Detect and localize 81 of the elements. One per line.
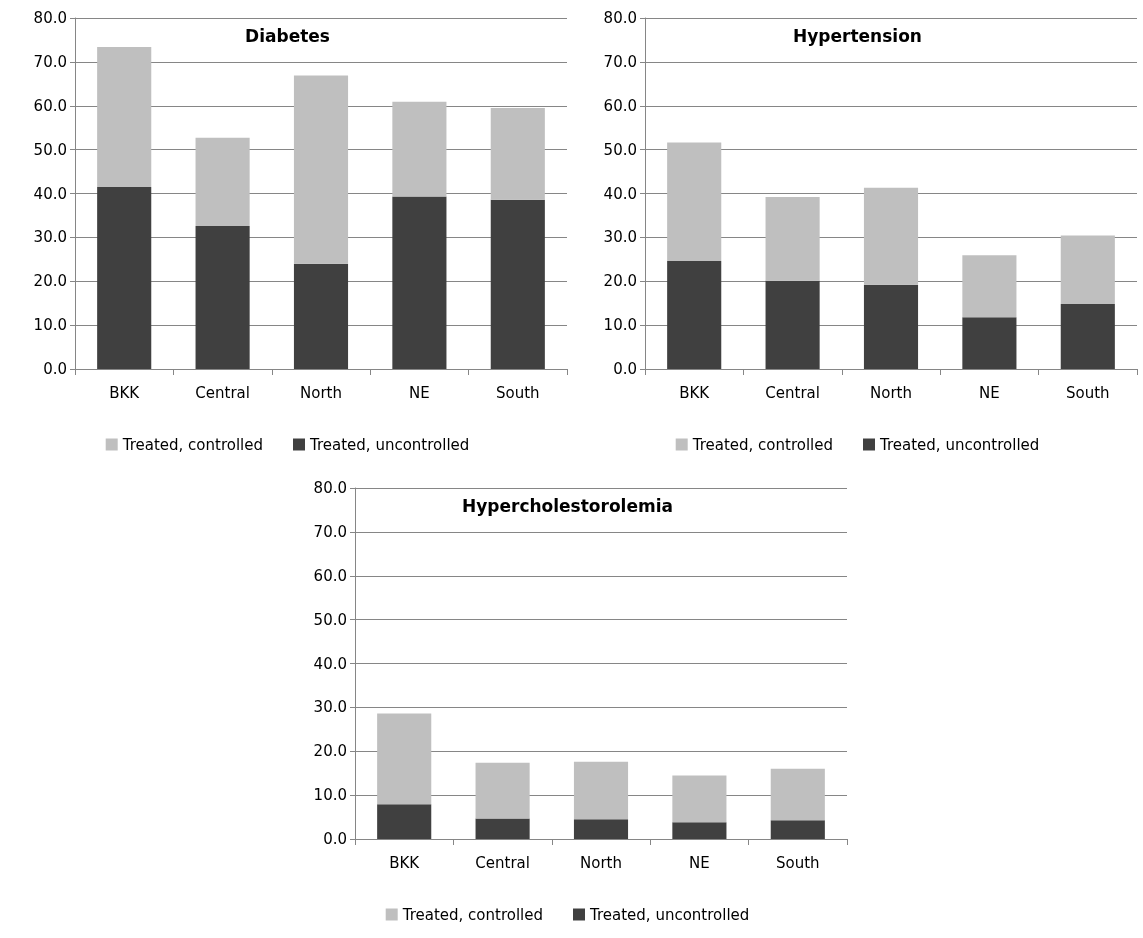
- y-tick-label: 80.0: [33, 9, 67, 27]
- legend-label: Treated, uncontrolled: [308, 435, 470, 454]
- x-tick-label: South: [496, 383, 540, 402]
- x-tick-label: North: [580, 853, 622, 872]
- bar: [770, 768, 825, 821]
- bar: [667, 142, 722, 262]
- y-tick-label: 50.0: [313, 610, 347, 629]
- y-tick-label: 30.0: [603, 228, 637, 247]
- y-tick-label: 20.0: [33, 272, 67, 291]
- y-tick-label: 10.0: [603, 316, 637, 335]
- bar: [392, 196, 447, 369]
- bar: [1060, 304, 1115, 369]
- y-tick-label: 70.0: [33, 52, 67, 71]
- x-tick-label: South: [776, 853, 820, 872]
- bar: [195, 225, 250, 369]
- bar: [475, 818, 530, 839]
- legend-label: Treated, uncontrolled: [588, 905, 750, 924]
- y-tick-label: 30.0: [33, 228, 67, 247]
- x-tick-label: BKK: [389, 853, 421, 872]
- bar: [863, 284, 919, 369]
- text: Hypercholestorolemia: [462, 495, 673, 516]
- y-tick-label: 40.0: [313, 654, 347, 673]
- bar: [765, 280, 820, 369]
- legend-label: Treated, uncontrolled: [878, 435, 1040, 454]
- text: Hypertension: [793, 25, 922, 46]
- y-tick-label: 40.0: [603, 184, 637, 203]
- legend-label: Treated, controlled: [121, 435, 263, 454]
- bar: [293, 263, 349, 369]
- bar: [770, 820, 825, 839]
- bar: [293, 75, 349, 264]
- x-tick-label: North: [300, 383, 342, 402]
- x-tick-label: BKK: [679, 383, 711, 402]
- bar: [765, 197, 820, 281]
- y-tick-label: 0.0: [43, 360, 67, 378]
- y-tick-label: 20.0: [603, 272, 637, 291]
- bar: [672, 822, 727, 839]
- bar: [1060, 235, 1115, 305]
- x-tick-label: BKK: [109, 383, 141, 402]
- y-tick-label: 50.0: [603, 140, 637, 159]
- y-tick-label: 10.0: [33, 316, 67, 335]
- bar: [962, 255, 1017, 318]
- y-tick-label: 60.0: [33, 96, 67, 115]
- y-tick-label: 0.0: [323, 830, 347, 848]
- bar: [573, 819, 629, 839]
- legend-label: Treated, controlled: [691, 435, 833, 454]
- y-tick-label: 20.0: [313, 742, 347, 761]
- y-tick-label: 80.0: [603, 9, 637, 27]
- y-tick-label: 30.0: [313, 698, 347, 717]
- bar: [490, 107, 545, 200]
- bar: [97, 186, 152, 369]
- x-tick-label: NE: [979, 383, 1000, 402]
- bar: [962, 317, 1017, 369]
- bar: [490, 199, 545, 369]
- x-tick-label: Central: [195, 383, 250, 402]
- bar: [377, 713, 432, 805]
- y-tick-label: 60.0: [313, 566, 347, 585]
- x-tick-label: Central: [475, 853, 530, 872]
- y-tick-label: 70.0: [603, 52, 637, 71]
- y-tick-label: 80.0: [313, 479, 347, 497]
- x-tick-label: NE: [689, 853, 710, 872]
- bar: [377, 804, 432, 839]
- y-tick-label: 40.0: [33, 184, 67, 203]
- y-tick-label: 50.0: [33, 140, 67, 159]
- x-tick-label: South: [1066, 383, 1110, 402]
- text: Diabetes: [245, 25, 330, 46]
- x-tick-label: NE: [409, 383, 430, 402]
- y-tick-label: 70.0: [313, 522, 347, 541]
- x-tick-label: Central: [765, 383, 820, 402]
- bar: [573, 761, 629, 820]
- x-tick-label: North: [870, 383, 912, 402]
- bar: [667, 261, 722, 369]
- bar: [475, 762, 530, 819]
- bar: [195, 137, 250, 226]
- legend-label: Treated, controlled: [401, 905, 543, 924]
- y-tick-label: 10.0: [313, 786, 347, 805]
- y-tick-label: 60.0: [603, 96, 637, 115]
- bar: [392, 101, 447, 197]
- y-tick-label: 0.0: [613, 360, 637, 378]
- bar: [97, 46, 152, 187]
- bar: [672, 775, 727, 823]
- bar: [863, 187, 919, 285]
